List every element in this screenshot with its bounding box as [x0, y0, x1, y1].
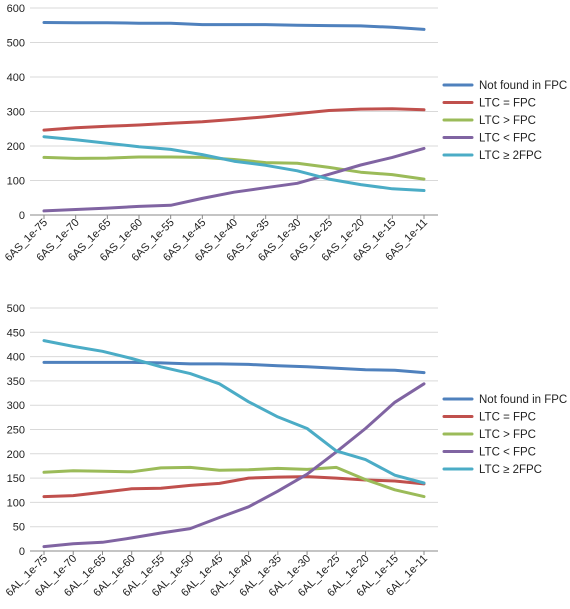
- y-tick-label: 50: [13, 522, 25, 534]
- chart-bottom: 0501001502002503003504004505006AL_1e-756…: [4, 303, 568, 599]
- y-tick-label: 300: [7, 107, 25, 119]
- y-tick-label: 250: [7, 425, 25, 437]
- y-tick-label: 200: [7, 449, 25, 461]
- series-line-not-found: [42, 360, 426, 375]
- y-tick-label: 100: [7, 176, 25, 188]
- y-tick-label: 450: [7, 327, 25, 339]
- legend-item: LTC > FPC: [442, 115, 536, 127]
- legend-label: LTC ≥ 2FPC: [479, 464, 542, 476]
- y-tick-label: 500: [7, 38, 25, 50]
- legend-item: Not found in FPC: [442, 80, 567, 92]
- y-tick-label: 200: [7, 141, 25, 153]
- legend-label: Not found in FPC: [479, 394, 567, 406]
- legend-label: LTC = FPC: [479, 98, 536, 110]
- legend-item: LTC < FPC: [442, 447, 536, 459]
- series-line-ltc-eq: [42, 475, 426, 499]
- series-line-ltc-gt: [42, 155, 426, 181]
- y-tick-label: 0: [19, 546, 25, 558]
- series-line-ltc-lt: [42, 382, 426, 549]
- legend-label: LTC = FPC: [479, 412, 536, 424]
- series-line-ltc-ge2: [42, 339, 426, 485]
- legend-label: LTC ≥ 2FPC: [479, 150, 542, 162]
- y-tick-label: 300: [7, 400, 25, 412]
- y-tick-label: 350: [7, 376, 25, 388]
- legend-item: LTC > FPC: [442, 429, 536, 441]
- y-tick-label: 400: [7, 72, 25, 84]
- y-tick-label: 100: [7, 497, 25, 509]
- legend-label: LTC < FPC: [479, 447, 536, 459]
- legend-item: LTC ≥ 2FPC: [442, 150, 542, 162]
- y-tick-label: 150: [7, 473, 25, 485]
- y-tick-label: 500: [7, 303, 25, 315]
- series-line-ltc-lt: [42, 146, 426, 213]
- legend-item: LTC < FPC: [442, 133, 536, 145]
- legend-item: LTC ≥ 2FPC: [442, 464, 542, 476]
- series-line-ltc-gt: [42, 465, 426, 499]
- legend-label: Not found in FPC: [479, 80, 567, 92]
- y-tick-label: 400: [7, 352, 25, 364]
- series-line-ltc-ge2: [42, 135, 426, 192]
- y-tick-label: 600: [7, 3, 25, 15]
- series-line-ltc-eq: [42, 107, 426, 132]
- chart-top: 01002003004005006006AS_1e-756AS_1e-706AS…: [3, 3, 568, 264]
- legend-label: LTC > FPC: [479, 115, 536, 127]
- legend-item: Not found in FPC: [442, 394, 567, 406]
- legend-label: LTC < FPC: [479, 133, 536, 145]
- series-line-not-found: [42, 21, 426, 31]
- y-tick-label: 0: [19, 210, 25, 222]
- legend-item: LTC = FPC: [442, 98, 536, 110]
- legend-label: LTC > FPC: [479, 429, 536, 441]
- legend-item: LTC = FPC: [442, 412, 536, 424]
